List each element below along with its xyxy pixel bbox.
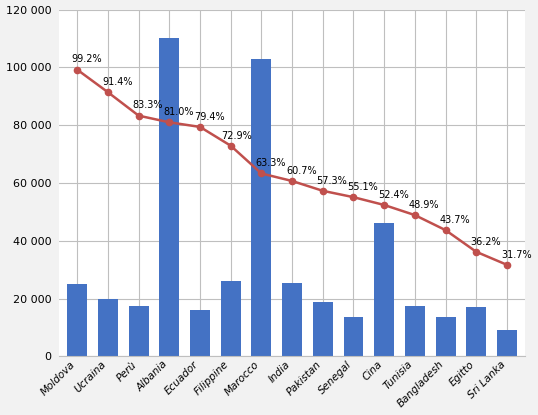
Bar	[251, 59, 271, 356]
Bar	[313, 302, 333, 356]
Bar	[466, 308, 486, 356]
Text: 83.3%: 83.3%	[132, 100, 163, 110]
Text: 81.0%: 81.0%	[163, 107, 194, 117]
Text: 57.3%: 57.3%	[317, 176, 348, 186]
Text: 72.9%: 72.9%	[222, 130, 252, 141]
Bar	[374, 224, 394, 356]
Text: 91.4%: 91.4%	[102, 77, 132, 87]
Bar	[436, 317, 456, 356]
Text: 60.7%: 60.7%	[286, 166, 316, 176]
Text: 36.2%: 36.2%	[470, 237, 501, 247]
Bar	[221, 281, 240, 356]
Text: 63.3%: 63.3%	[256, 158, 286, 168]
Bar	[98, 299, 118, 356]
Text: 52.4%: 52.4%	[378, 190, 409, 200]
Bar	[67, 284, 87, 356]
Text: 43.7%: 43.7%	[440, 215, 470, 225]
Bar	[190, 310, 210, 356]
Bar	[159, 39, 179, 356]
Bar	[343, 317, 364, 356]
Text: 48.9%: 48.9%	[409, 200, 440, 210]
Text: 79.4%: 79.4%	[194, 112, 224, 122]
Bar	[497, 330, 517, 356]
Bar	[405, 306, 425, 356]
Text: 31.7%: 31.7%	[501, 249, 532, 260]
Text: 55.1%: 55.1%	[348, 182, 378, 192]
Text: 99.2%: 99.2%	[71, 54, 102, 64]
Bar	[129, 306, 148, 356]
Bar	[282, 283, 302, 356]
